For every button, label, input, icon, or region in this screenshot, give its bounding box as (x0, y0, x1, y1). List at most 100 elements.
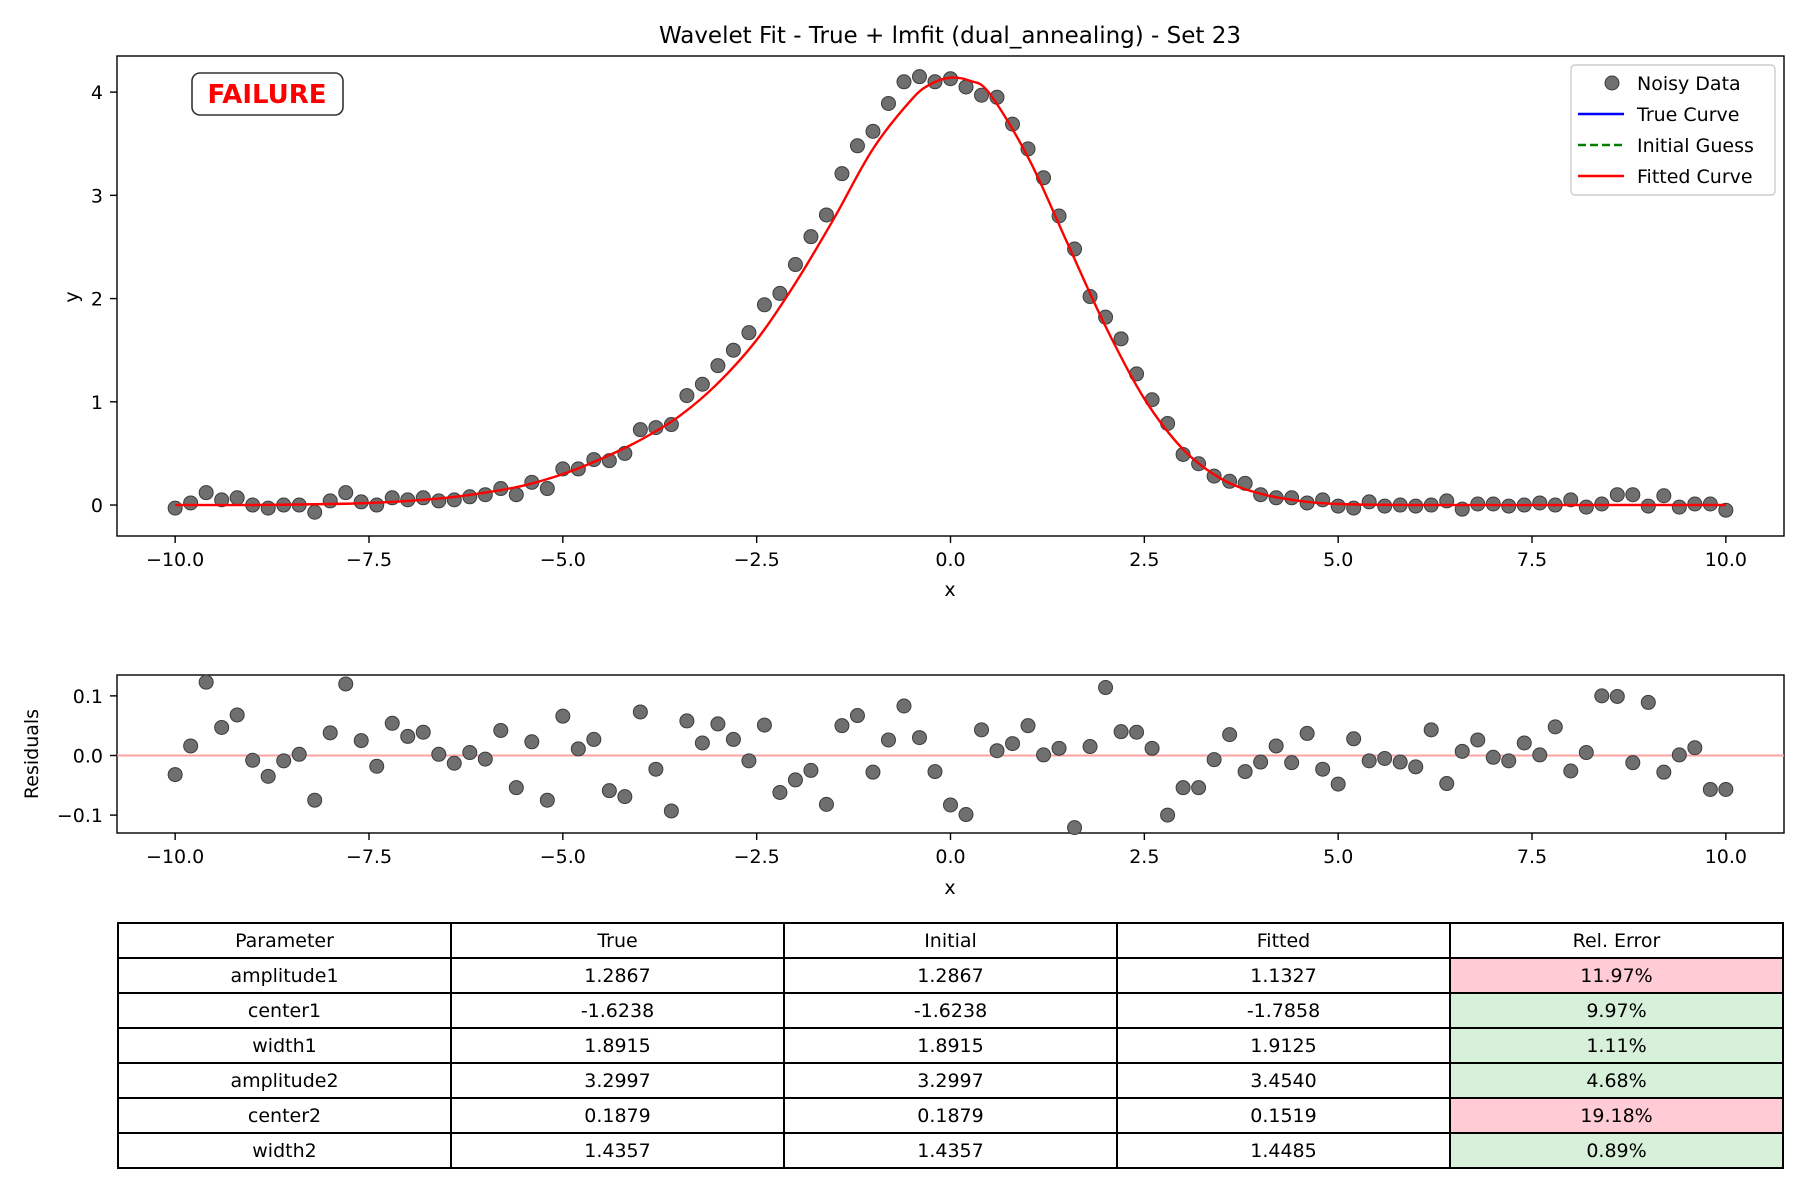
residual-point (1594, 688, 1610, 704)
cell-true: 1.8915 (450, 1027, 785, 1064)
cell-initial: 0.1879 (783, 1097, 1118, 1134)
noisy-data-point (1656, 488, 1672, 504)
cell-true: 0.1879 (450, 1097, 785, 1134)
residual-point (1346, 731, 1362, 747)
main-y-tick-label: 0 (91, 495, 103, 517)
parameter-table-body: amplitude1 1.2867 1.2867 1.1327 11.97% center… (117, 957, 1784, 1169)
cell-true: -1.6238 (450, 992, 785, 1029)
main-x-axis-label: x (944, 579, 955, 601)
noisy-data-point (260, 500, 276, 516)
residuals-y-tick-label: −0.1 (57, 805, 103, 827)
failure-annotation: FAILURE (191, 72, 344, 116)
residuals-x-tick-label: 10.0 (1705, 846, 1747, 868)
residual-point (167, 767, 183, 783)
residual-point (1268, 738, 1284, 754)
residual-point (493, 722, 509, 738)
residuals-y-tick-label: 0.1 (73, 686, 103, 708)
cell-rel-error: 11.97% (1449, 957, 1784, 994)
cell-parameter: width1 (117, 1027, 452, 1064)
residual-point (1051, 740, 1067, 756)
residuals-plot: −10.0 −7.5 −5.0 −2.5 0.0 2.5 5.0 7.5 10.0 −0.1 0.… (21, 674, 1785, 899)
residual-point (353, 733, 369, 749)
residual-point (1516, 735, 1532, 751)
residual-point (384, 715, 400, 731)
residual-point (1392, 754, 1408, 770)
residual-point (524, 734, 540, 750)
cell-rel-error: 9.97% (1449, 992, 1784, 1029)
residual-point (1702, 781, 1718, 797)
noisy-data-point (415, 490, 431, 506)
failure-annotation-box (191, 72, 344, 116)
residual-point (586, 731, 602, 747)
residuals-x-tick-label: 7.5 (1517, 846, 1547, 868)
residual-point (1718, 781, 1734, 797)
parameter-table-header-row: Parameter True Initial Fitted Rel. Error (117, 922, 1784, 959)
residual-point (462, 745, 478, 761)
residual-point (539, 792, 555, 808)
noisy-data-point (369, 497, 385, 513)
noisy-data-point (183, 495, 199, 511)
noisy-data-point (679, 388, 695, 404)
residual-point (1361, 753, 1377, 769)
residual-point (710, 716, 726, 732)
legend-label-initial: Initial Guess (1637, 135, 1754, 157)
residual-point (725, 731, 741, 747)
residual-point (849, 708, 865, 724)
residual-point (803, 762, 819, 778)
residual-point (431, 746, 447, 762)
column-header-fitted: Fitted (1116, 922, 1451, 959)
cell-parameter: width2 (117, 1132, 452, 1169)
noisy-data-point (1563, 492, 1579, 508)
noisy-data-point (322, 493, 338, 509)
fitted-curve-line (175, 76, 1726, 507)
residual-point (1160, 807, 1176, 823)
cell-initial: -1.6238 (783, 992, 1118, 1029)
noisy-data-point (1671, 499, 1687, 515)
main-y-tick-label: 3 (91, 185, 103, 207)
residual-point (756, 717, 772, 733)
residual-point (958, 807, 974, 823)
noisy-data-point (446, 492, 462, 508)
residual-point (880, 732, 896, 748)
residuals-x-tick-label: −10.0 (146, 846, 204, 868)
residuals-x-tick-label: 5.0 (1323, 846, 1353, 868)
residuals-y-axis-label: Residuals (21, 709, 43, 799)
main-plot: Wavelet Fit - True + lmfit (dual_anneali… (61, 23, 1785, 601)
residuals-x-tick-label: 0.0 (935, 846, 965, 868)
cell-fitted: 1.4485 (1116, 1132, 1451, 1169)
cell-parameter: amplitude2 (117, 1062, 452, 1099)
cell-parameter: center2 (117, 1097, 452, 1134)
residual-point (276, 753, 292, 769)
noisy-data-point (911, 69, 927, 85)
residual-point (694, 735, 710, 751)
column-header-parameter: Parameter (117, 922, 452, 959)
noisy-data-point (229, 490, 245, 506)
main-x-tick-label: 2.5 (1129, 549, 1159, 571)
residual-point (1563, 763, 1579, 779)
noisy-data-points (167, 69, 1734, 520)
residual-point (1005, 736, 1021, 752)
residual-point (943, 797, 958, 813)
residual-point (183, 738, 199, 754)
cell-fitted: 0.1519 (1116, 1097, 1451, 1134)
cell-rel-error: 19.18% (1449, 1097, 1784, 1134)
residual-point (1129, 724, 1145, 740)
residual-point (1656, 764, 1672, 780)
main-x-tick-label: 7.5 (1517, 549, 1547, 571)
noisy-data-point (849, 138, 865, 154)
main-x-tick-label: −7.5 (346, 549, 392, 571)
residual-point (1470, 732, 1486, 748)
failure-annotation-text: FAILURE (207, 80, 326, 110)
residual-point (1377, 750, 1393, 766)
noisy-data-point (772, 285, 788, 301)
noisy-data-point (1284, 490, 1300, 506)
main-x-tick-label: −10.0 (146, 549, 204, 571)
noisy-data-point (725, 342, 741, 358)
main-y-axis-label: y (61, 291, 83, 302)
noisy-data-point (663, 417, 679, 433)
residual-point (229, 707, 245, 723)
residual-point (214, 719, 230, 735)
noisy-data-point (632, 422, 648, 438)
residual-point (927, 764, 943, 780)
residual-point (741, 753, 757, 769)
